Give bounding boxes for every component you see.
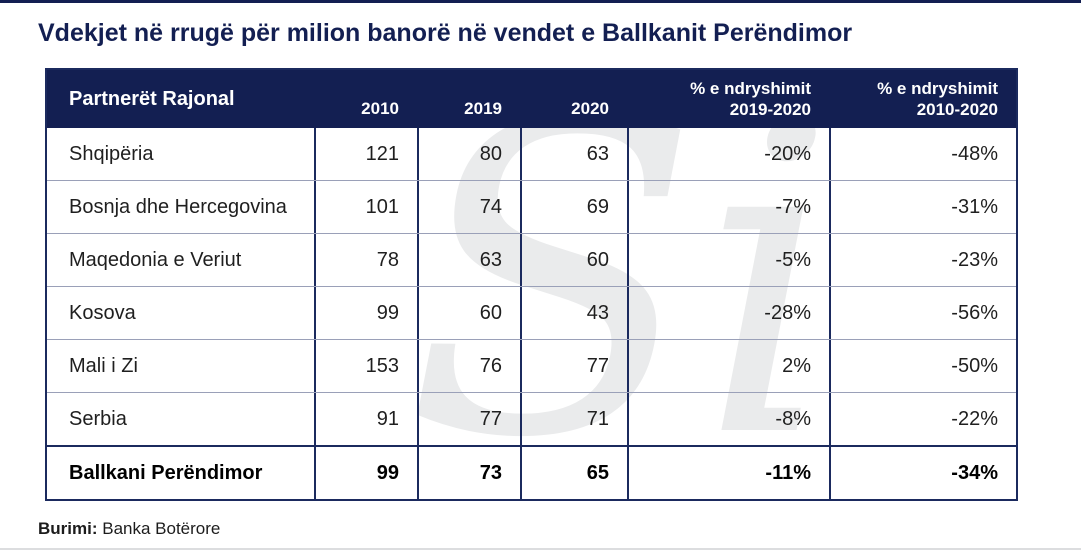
source-text: Banka Botërore	[102, 519, 221, 538]
si-logo-watermark: Si	[405, 32, 838, 532]
cell-change-2019-2020: -11%	[627, 447, 829, 499]
cell-2020: 69	[520, 181, 627, 233]
top-rule	[0, 0, 1081, 3]
cell-2010: 99	[314, 447, 417, 499]
cell-change-2010-2020: -22%	[829, 393, 1016, 445]
cell-2010: 99	[314, 287, 417, 339]
header-2010: 2010	[361, 99, 399, 118]
cell-2019: 80	[417, 128, 520, 180]
cell-country: Mali i Zi	[69, 354, 138, 377]
table-row-bosnja: Bosnja dhe Hercegovina 101 74 69 -7% -31…	[47, 180, 1016, 233]
cell-2020: 71	[520, 393, 627, 445]
cell-2020: 65	[520, 447, 627, 499]
header-change-2010-2020: % e ndryshimit 2010-2020	[829, 70, 1016, 128]
cell-change-2019-2020: -8%	[627, 393, 829, 445]
header-change-line2: 2019-2020	[729, 100, 811, 119]
cell-change-2010-2020: -23%	[829, 234, 1016, 286]
cell-2020: 60	[520, 234, 627, 286]
cell-2019: 76	[417, 340, 520, 392]
cell-2010: 121	[314, 128, 417, 180]
table-row-kosova: Kosova 99 60 43 -28% -56%	[47, 286, 1016, 339]
cell-change-2010-2020: -50%	[829, 340, 1016, 392]
cell-change-2019-2020: 2%	[627, 340, 829, 392]
cell-2020: 77	[520, 340, 627, 392]
cell-2010: 91	[314, 393, 417, 445]
cell-country: Bosnja dhe Hercegovina	[69, 195, 287, 218]
cell-2010: 101	[314, 181, 417, 233]
cell-country: Ballkani Perëndimor	[69, 461, 263, 484]
source-label: Burimi:	[38, 519, 98, 538]
table-row-shqiperia: Shqipëria 121 80 63 -20% -48%	[47, 128, 1016, 180]
cell-2019: 60	[417, 287, 520, 339]
header-change-line1: % e ndryshimit	[877, 79, 998, 98]
header-change-2019-2020: % e ndryshimit 2019-2020	[627, 70, 829, 128]
cell-2010: 153	[314, 340, 417, 392]
header-country: Partnerët Rajonal	[69, 87, 235, 110]
table-header-row: Partnerët Rajonal 2010 2019 2020 % e ndr…	[47, 70, 1016, 128]
header-2020: 2020	[571, 99, 609, 118]
header-change-line2: 2010-2020	[916, 100, 998, 119]
header-2019: 2019	[464, 99, 502, 118]
cell-country: Shqipëria	[69, 142, 154, 165]
table-body: Shqipëria 121 80 63 -20% -48% Bosnja dhe…	[47, 128, 1016, 499]
cell-change-2019-2020: -5%	[627, 234, 829, 286]
report-title: Vdekjet në rrugë për milion banorë në ve…	[38, 19, 853, 47]
source-note: Burimi: Banka Botërore	[38, 519, 220, 539]
regional-partners-table: Partnerët Rajonal 2010 2019 2020 % e ndr…	[45, 68, 1018, 501]
cell-change-2019-2020: -28%	[627, 287, 829, 339]
table-row-mali-i-zi: Mali i Zi 153 76 77 2% -50%	[47, 339, 1016, 392]
bottom-rule	[0, 548, 1081, 550]
cell-country: Serbia	[69, 407, 127, 430]
cell-2010: 78	[314, 234, 417, 286]
cell-change-2019-2020: -7%	[627, 181, 829, 233]
cell-2019: 63	[417, 234, 520, 286]
cell-2019: 73	[417, 447, 520, 499]
cell-change-2010-2020: -48%	[829, 128, 1016, 180]
table-row-maqedonia: Maqedonia e Veriut 78 63 60 -5% -23%	[47, 233, 1016, 286]
cell-2019: 74	[417, 181, 520, 233]
cell-2020: 43	[520, 287, 627, 339]
header-change-line1: % e ndryshimit	[690, 79, 811, 98]
cell-2020: 63	[520, 128, 627, 180]
cell-change-2019-2020: -20%	[627, 128, 829, 180]
cell-change-2010-2020: -34%	[829, 447, 1016, 499]
cell-country: Maqedonia e Veriut	[69, 248, 242, 271]
cell-change-2010-2020: -31%	[829, 181, 1016, 233]
table-row-serbia: Serbia 91 77 71 -8% -22%	[47, 392, 1016, 445]
cell-2019: 77	[417, 393, 520, 445]
table-row-total-ballkani: Ballkani Perëndimor 99 73 65 -11% -34%	[47, 445, 1016, 499]
cell-country: Kosova	[69, 301, 136, 324]
cell-change-2010-2020: -56%	[829, 287, 1016, 339]
